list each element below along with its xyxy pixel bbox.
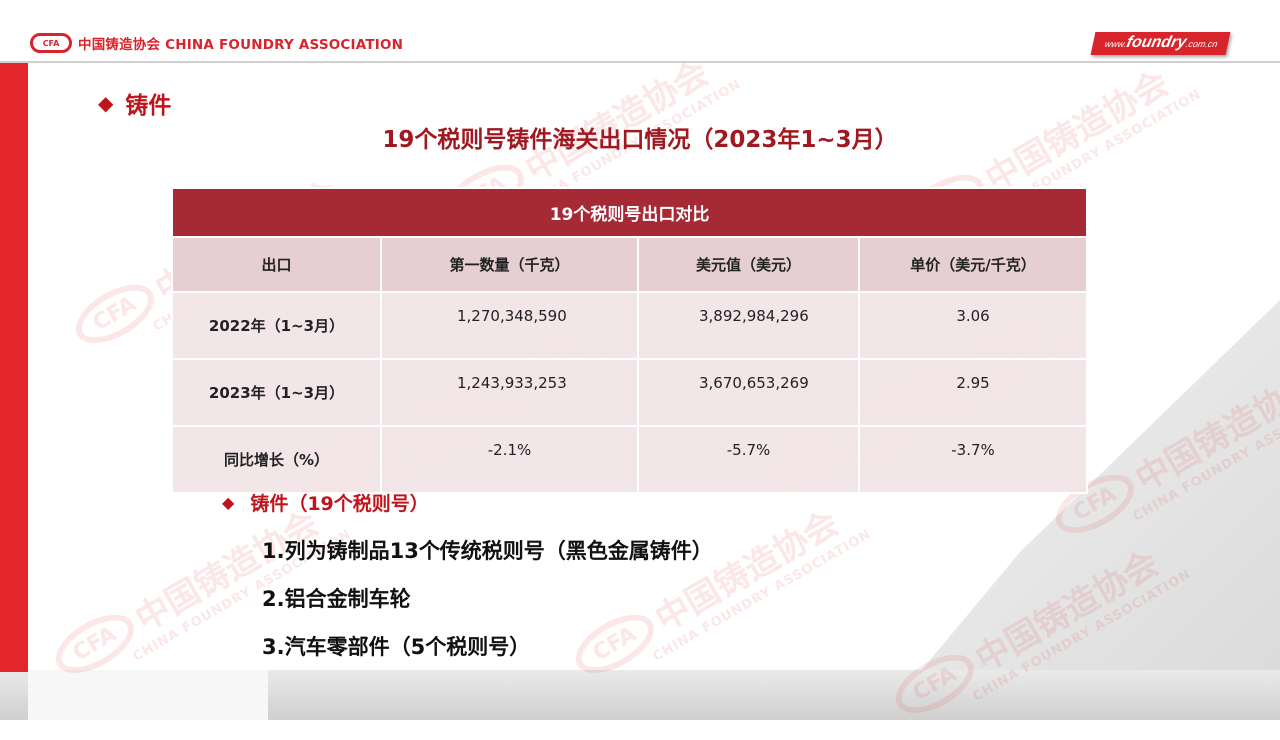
diamond-icon: ◆ bbox=[98, 91, 114, 115]
section-heading: ◆ 铸件 bbox=[98, 86, 171, 120]
column-header: 单价（美元/千克） bbox=[857, 236, 1089, 293]
table-cell: -5.7% bbox=[637, 425, 860, 494]
table-cell: -2.1% bbox=[380, 425, 639, 494]
column-header: 出口 bbox=[171, 236, 382, 293]
background-bottom-panel bbox=[28, 670, 268, 720]
row-label: 2022年（1~3月） bbox=[171, 291, 382, 360]
table-cell: 3.06 bbox=[857, 291, 1089, 360]
column-header: 第一数量（千克） bbox=[380, 236, 639, 293]
table-row: 2022年（1~3月） 1,270,348,590 3,892,984,296 … bbox=[171, 291, 1089, 360]
header-divider bbox=[0, 61, 1280, 63]
table-row: 同比增长（%） -2.1% -5.7% -3.7% bbox=[171, 425, 1089, 494]
association-name: 中国铸造协会 CHINA FOUNDRY ASSOCIATION bbox=[78, 37, 404, 53]
table-cell: -3.7% bbox=[857, 425, 1089, 494]
table-header-row: 出口 第一数量（千克） 美元值（美元） 单价（美元/千克） bbox=[171, 236, 1089, 293]
url-suffix: .com.cn bbox=[1185, 39, 1219, 49]
table-cell: 1,270,348,590 bbox=[380, 291, 639, 360]
header: CFA 中国铸造协会 CHINA FOUNDRY ASSOCIATION www… bbox=[0, 0, 1280, 63]
diamond-icon: ◆ bbox=[222, 493, 235, 512]
note-item: 1.列为铸制品13个传统税则号（黑色金属铸件） bbox=[262, 539, 713, 563]
section-heading-text: 铸件 bbox=[125, 93, 172, 119]
notes-heading-text: 铸件（19个税则号） bbox=[250, 493, 429, 515]
url-prefix: www. bbox=[1104, 39, 1128, 49]
notes-heading: ◆ 铸件（19个税则号） bbox=[222, 489, 429, 516]
note-item: 3.汽车零部件（5个税则号） bbox=[262, 635, 531, 659]
row-label: 同比增长（%） bbox=[171, 425, 382, 494]
table-cell: 3,892,984,296 bbox=[637, 291, 860, 360]
column-header: 美元值（美元） bbox=[637, 236, 860, 293]
table-row: 2023年（1~3月） 1,243,933,253 3,670,653,269 … bbox=[171, 358, 1089, 427]
export-comparison-table: 19个税则号出口对比 出口 第一数量（千克） 美元值（美元） 单价（美元/千克）… bbox=[170, 187, 1089, 494]
table-cell: 3,670,653,269 bbox=[637, 358, 860, 427]
watermark: CFA中国铸造协会 CHINA FOUNDRY ASSOCIATION bbox=[565, 484, 874, 699]
table-cell: 1,243,933,253 bbox=[380, 358, 639, 427]
table-cell: 2.95 bbox=[857, 358, 1089, 427]
website-link[interactable]: www.foundry.com.cn bbox=[1090, 32, 1231, 55]
left-red-bar bbox=[0, 62, 28, 672]
slide-title: 19个税则号铸件海关出口情况（2023年1~3月） bbox=[382, 127, 898, 153]
note-item: 2.铝合金制车轮 bbox=[262, 587, 411, 611]
url-main: foundry bbox=[1125, 34, 1189, 51]
cfa-logo-icon: CFA bbox=[30, 33, 72, 53]
table-title: 19个税则号出口对比 bbox=[170, 187, 1089, 238]
row-label: 2023年（1~3月） bbox=[171, 358, 382, 427]
association-logo[interactable]: CFA 中国铸造协会 CHINA FOUNDRY ASSOCIATION bbox=[30, 33, 403, 53]
